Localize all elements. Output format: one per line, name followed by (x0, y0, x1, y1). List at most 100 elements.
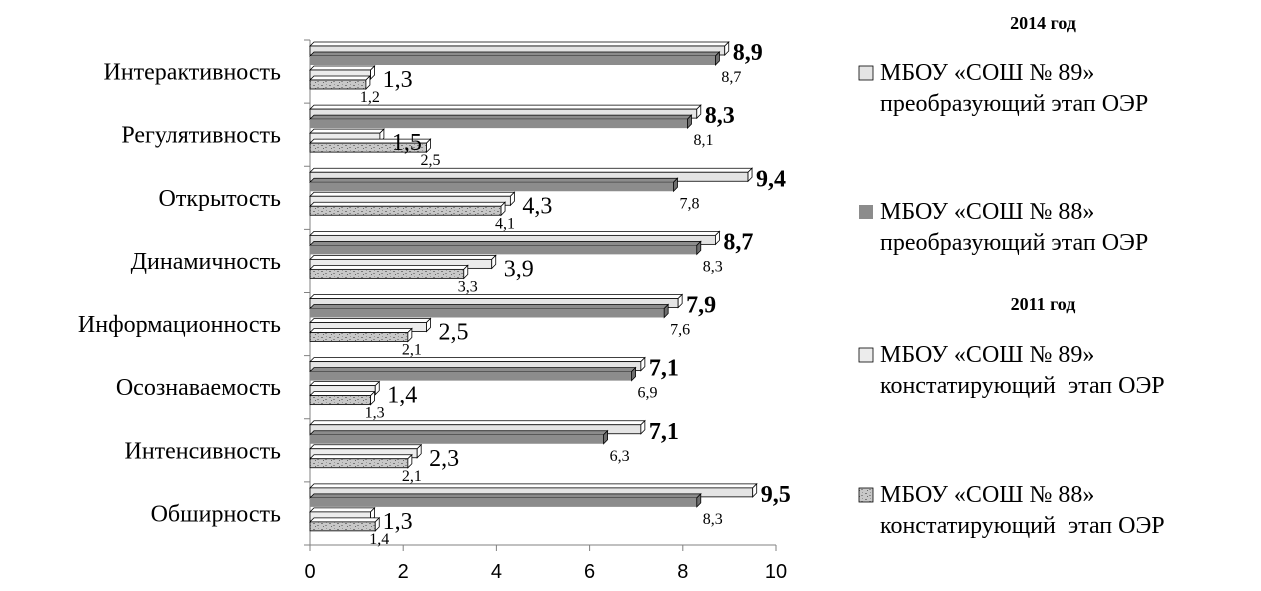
bar-side-face (407, 327, 413, 343)
x-tick-label: 2 (398, 561, 409, 583)
chart-legend: 2014 год МБОУ «СОШ № 89» преобразующий эта… (858, 13, 1165, 539)
data-label: 1,3 (383, 509, 413, 535)
x-tick-label: 4 (491, 561, 502, 583)
bar-side-face (374, 516, 380, 532)
bar-top-face (309, 65, 376, 71)
bar (309, 201, 507, 217)
bar (309, 390, 376, 406)
chart-labels: Интерактивность Регулятивность Открытость Д… (78, 40, 791, 548)
bar (309, 293, 684, 309)
category-label: Динамичность (131, 249, 281, 275)
data-label: 8,3 (705, 103, 735, 129)
category-label: Обширность (151, 501, 281, 527)
bar-top-face (309, 381, 381, 387)
legend-item: МБОУ «СОШ № 88» констатирующий этап ОЭР (858, 482, 1165, 539)
bar-front-face (310, 434, 604, 444)
bar-top-face (309, 357, 646, 363)
bar-top-face (309, 191, 516, 197)
bar (309, 167, 754, 183)
category-label: Информационность (78, 312, 281, 338)
data-label: 1,4 (369, 531, 389, 548)
category-label: Регулятивность (121, 123, 281, 149)
bar-side-face (696, 104, 702, 120)
data-label: 1,3 (365, 405, 385, 422)
bar-top-face (309, 454, 413, 460)
bar (309, 492, 702, 508)
bar (309, 264, 469, 280)
data-label: 8,7 (721, 69, 741, 86)
data-label: 6,3 (610, 448, 630, 465)
data-label: 1,3 (383, 67, 413, 93)
bar-top-face (309, 304, 670, 309)
bar-side-face (365, 75, 371, 90)
data-label: 7,8 (679, 195, 699, 212)
bar-side-face (631, 366, 636, 382)
category-label: Интерактивность (103, 60, 281, 86)
data-label: 4,3 (522, 193, 552, 219)
bar-side-face (640, 419, 646, 435)
bar-front-face (310, 245, 697, 255)
bar-front-face (310, 182, 674, 192)
bar-side-face (640, 356, 646, 372)
bar-side-face (687, 114, 692, 130)
bar-side-face (663, 303, 669, 319)
bar (309, 254, 497, 270)
bar-side-face (463, 264, 469, 280)
bar (309, 51, 721, 66)
legend-label-line2: преобразующий этап ОЭР (880, 91, 1148, 117)
bar-top-face (309, 41, 730, 47)
legend-label-line2: констатирующий этап ОЭР (880, 373, 1165, 399)
legend-swatch (859, 205, 873, 219)
bar-top-face (309, 128, 385, 134)
bar-front-face (310, 497, 697, 507)
bar (309, 419, 646, 435)
bar (309, 366, 637, 382)
bar (309, 104, 702, 120)
data-label: 7,1 (649, 419, 679, 445)
bar-top-face (309, 201, 507, 207)
bar-side-face (416, 443, 422, 459)
data-label: 1,4 (387, 383, 417, 409)
bar-front-face (310, 56, 716, 65)
legend-label-line2: констатирующий этап ОЭР (880, 513, 1165, 539)
bar-top-face (309, 51, 721, 57)
bar-top-face (309, 444, 423, 450)
bar-side-face (407, 453, 413, 469)
bar-top-face (309, 114, 693, 120)
bar-top-face (309, 420, 646, 426)
x-tick-label: 10 (765, 561, 787, 583)
bar (309, 230, 721, 246)
bar-front-face (309, 458, 409, 469)
x-tick-label: 0 (304, 561, 315, 583)
bar-front-face (310, 119, 688, 129)
bar-side-face (747, 167, 753, 183)
bar-top-face (309, 493, 702, 499)
bar-side-face (752, 482, 758, 498)
bar-front-face (310, 308, 665, 318)
bar-front-face (309, 79, 367, 90)
bar (309, 380, 381, 396)
data-label: 2,1 (402, 342, 422, 359)
legend-item: МБОУ «СОШ № 88» преобразующий этап ОЭР (859, 199, 1148, 256)
bar (309, 453, 413, 469)
bar-side-face (509, 191, 515, 207)
bar-top-face (309, 318, 432, 323)
legend-label-line1: МБОУ «СОШ № 88» (880, 199, 1094, 225)
bar-top-face (309, 328, 413, 333)
bar-side-face (673, 177, 678, 193)
bar (309, 303, 670, 319)
bar-side-face (426, 317, 431, 333)
bar-top-face (309, 294, 684, 299)
bar-top-face (309, 264, 469, 270)
bar-top-face (309, 430, 609, 436)
bar-side-face (715, 51, 720, 66)
bar (309, 240, 702, 256)
bar-side-face (426, 138, 431, 154)
legend-label-line1: МБОУ «СОШ № 89» (880, 60, 1094, 86)
data-label: 2,1 (402, 468, 422, 485)
x-tick-label: 6 (584, 561, 595, 583)
legend-swatch (858, 487, 874, 503)
data-label: 3,3 (458, 278, 478, 295)
bar-top-face (309, 240, 702, 246)
